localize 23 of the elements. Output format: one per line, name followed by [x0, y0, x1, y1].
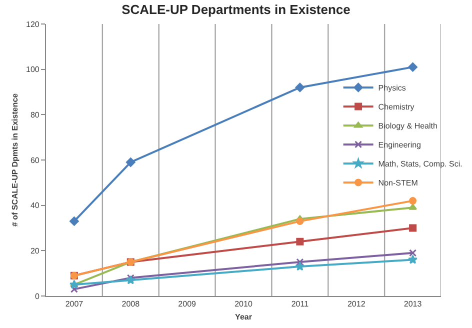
- legend-label: Math, Stats, Comp. Sci.: [378, 160, 462, 169]
- legend-label: Chemistry: [378, 102, 414, 112]
- x-tick-label: 2009: [178, 300, 197, 309]
- x-tick-label: 2010: [234, 300, 253, 309]
- y-tick-label: 120: [26, 20, 40, 29]
- x-tick-label: 2011: [291, 300, 310, 309]
- legend-label: Biology & Health: [378, 122, 438, 131]
- legend-label: Non-STEM: [378, 178, 418, 188]
- y-tick-label: 0: [34, 292, 40, 301]
- y-tick-label: 100: [26, 65, 40, 74]
- y-tick-label: 40: [30, 201, 40, 210]
- x-tick-label: 2013: [404, 300, 422, 309]
- y-tick-label: 60: [30, 156, 40, 165]
- legend-label: Engineering: [378, 140, 422, 150]
- x-axis-title: Year: [235, 312, 252, 322]
- x-tick-label: 2012: [347, 300, 366, 309]
- y-axis-title: # of SCALE-UP Dpmts in Existence: [10, 92, 20, 227]
- chart-title: SCALE-UP Departments in Existence: [122, 2, 350, 18]
- y-tick-label: 20: [30, 246, 40, 256]
- y-tick-label: 80: [30, 110, 40, 120]
- legend-label: Physics: [378, 84, 406, 93]
- x-tick-label: 2007: [65, 300, 84, 309]
- x-tick-label: 2008: [122, 300, 140, 309]
